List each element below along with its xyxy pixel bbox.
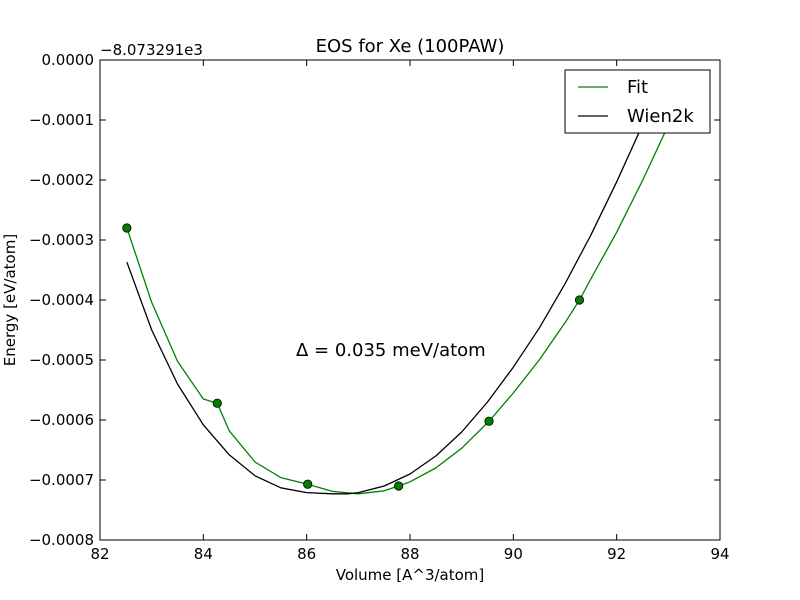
legend-wien2k-label: Wien2k bbox=[627, 106, 694, 127]
legend-box bbox=[564, 69, 711, 134]
x-tick-label: 82 bbox=[90, 545, 109, 563]
x-tick-label: 86 bbox=[297, 545, 316, 563]
data-point bbox=[574, 295, 585, 305]
y-axis-title: Energy [eV/atom] bbox=[1, 234, 19, 366]
data-point bbox=[122, 223, 132, 233]
y-tick-label: −0.0006 bbox=[29, 411, 94, 429]
y-tick-label: −0.0002 bbox=[29, 171, 94, 189]
y-tick-label: −0.0003 bbox=[29, 231, 94, 249]
delta-annotation: Δ = 0.035 meV/atom bbox=[296, 340, 486, 361]
x-tick-label: 90 bbox=[504, 545, 523, 563]
legend: Fit Wien2k bbox=[564, 69, 711, 134]
y-tick-label: −0.0007 bbox=[29, 471, 94, 489]
x-tick-label: 92 bbox=[607, 545, 626, 563]
y-tick-label: −0.0004 bbox=[29, 291, 94, 309]
y-offset-label: −8.073291e3 bbox=[100, 41, 203, 59]
x-tick-label: 94 bbox=[710, 545, 729, 563]
axis-ticks: 82 84 86 88 90 92 94 0.0000 −0.0001 −0.0002 −0.000… bbox=[29, 51, 730, 563]
data-point bbox=[303, 479, 313, 489]
plot-frame bbox=[99, 59, 721, 541]
legend-fit-label: Fit bbox=[627, 77, 648, 98]
y-tick-label: −0.0008 bbox=[29, 531, 94, 549]
series-line-wien2k bbox=[126, 89, 659, 495]
data-point bbox=[212, 398, 222, 408]
x-tick-label: 84 bbox=[194, 545, 213, 563]
y-tick-label: −0.0001 bbox=[29, 111, 94, 129]
series-line-fit bbox=[126, 113, 675, 495]
x-tick-label: 88 bbox=[400, 545, 419, 563]
y-tick-label: −0.0005 bbox=[29, 351, 94, 369]
chart-title: EOS for Xe (100PAW) bbox=[316, 36, 505, 57]
data-point bbox=[394, 481, 404, 491]
y-tick-label: 0.0000 bbox=[42, 51, 95, 69]
x-axis-title: Volume [A^3/atom] bbox=[336, 566, 485, 584]
plot-series bbox=[122, 89, 675, 495]
data-point bbox=[484, 416, 494, 426]
